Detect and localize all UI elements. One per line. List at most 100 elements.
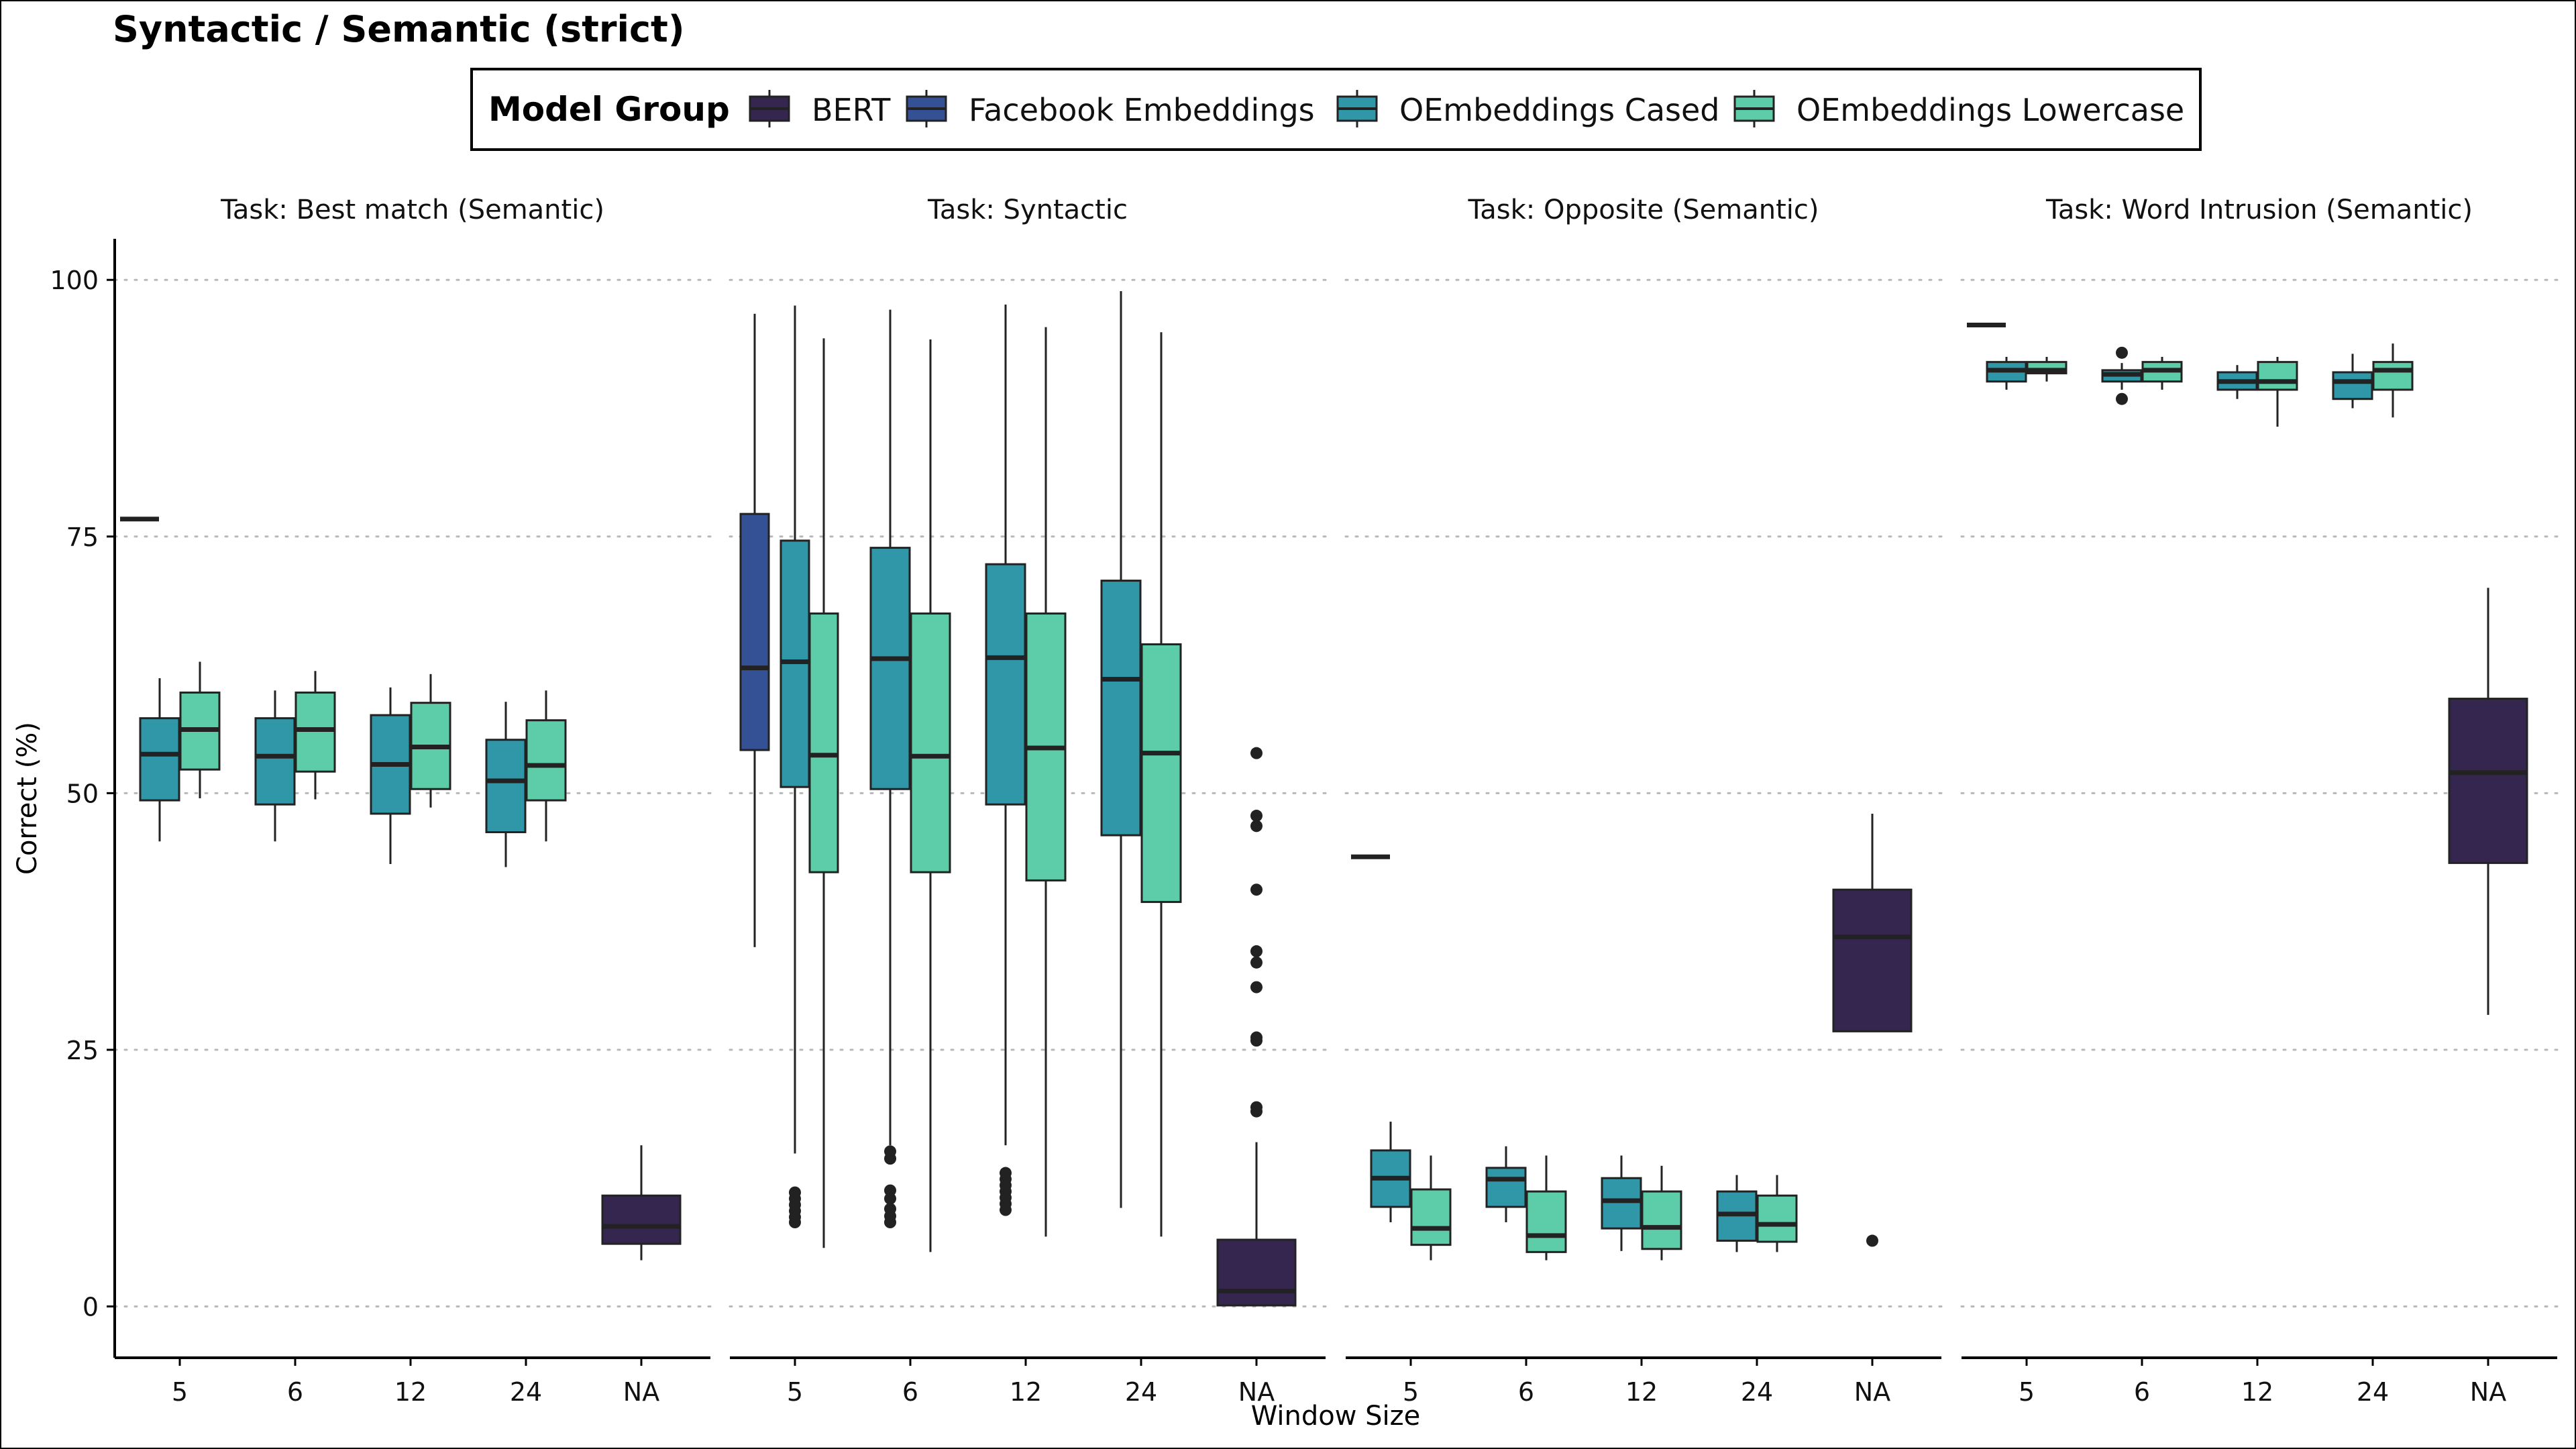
box-facebook-embeddings-5 <box>739 313 770 947</box>
box-oembeddings-lowercase-6 <box>2141 356 2183 390</box>
legend-entry-bert: BERT <box>749 90 891 128</box>
box-iqr <box>1601 1177 1642 1230</box>
legend: Model Group BERT Facebook Embeddings OEmbe… <box>470 68 2202 151</box>
outlier-point <box>884 1203 896 1216</box>
outlier-point <box>789 1186 801 1199</box>
panel-1: Task: Best match (Semantic) 0 25 50 75 100 5 6 1… <box>50 195 712 1407</box>
y-axis-label: Correct (%) <box>12 722 43 875</box>
legend-entry-oembeddings-cased: OEmbeddings Cased <box>1336 90 1719 128</box>
outlier-point <box>1250 956 1263 969</box>
box-iqr <box>1485 1167 1527 1208</box>
x-tick-label: 12 <box>1010 1377 1042 1407</box>
box-oembeddings-cased-6 <box>254 690 296 842</box>
box-oembeddings-lowercase-24 <box>1140 332 1182 1237</box>
box-oembeddings-lowercase-12 <box>1025 327 1067 1237</box>
legend-label: Facebook Embeddings <box>969 92 1315 128</box>
legend-entry-oembeddings-lowercase: OEmbeddings Lowercase <box>1733 90 2184 128</box>
box-oembeddings-cased-24 <box>485 702 527 867</box>
y-tick-label: 50 <box>66 779 99 808</box>
box-iqr <box>2372 361 2414 391</box>
box-bert-na <box>2448 588 2528 1015</box>
box-oembeddings-lowercase-12 <box>1641 1165 1682 1260</box>
x-tick-label: 24 <box>2357 1377 2389 1407</box>
chart-title: Syntactic / Semantic (strict) <box>113 8 685 50</box>
x-tick-label: 12 <box>2241 1377 2273 1407</box>
box-oembeddings-cased-5 <box>1986 356 2027 390</box>
x-tick-label: 6 <box>902 1377 918 1407</box>
box-oembeddings-cased-6 <box>869 309 911 1229</box>
box-oembeddings-cased-5 <box>139 678 180 842</box>
box-iqr <box>2332 371 2373 400</box>
box-iqr <box>1100 580 1142 837</box>
x-tick-label: NA <box>1238 1377 1275 1407</box>
box-oembeddings-lowercase-5 <box>808 338 839 1248</box>
outlier-point <box>884 1184 896 1197</box>
panel-3: Task: Opposite (Semantic) 5 6 12 24 NA <box>1344 195 1943 1407</box>
box-oembeddings-cased-12 <box>985 304 1026 1216</box>
outlier-point <box>1250 747 1263 759</box>
outlier-point <box>1250 820 1263 833</box>
box-iqr <box>1525 1190 1567 1253</box>
y-tick-label: 0 <box>83 1292 99 1322</box>
box-oembeddings-cased-5 <box>1370 1122 1411 1223</box>
box-iqr <box>485 739 527 833</box>
box-oembeddings-lowercase-24 <box>1756 1175 1798 1252</box>
outlier-point <box>1250 1031 1263 1044</box>
box-oembeddings-cased-12 <box>370 687 411 864</box>
x-tick-label: 24 <box>1125 1377 1157 1407</box>
x-tick-label: NA <box>623 1377 659 1407</box>
box-oembeddings-cased-6 <box>1485 1146 1527 1223</box>
box-iqr <box>2257 361 2298 391</box>
box-oembeddings-cased-6 <box>2101 346 2143 405</box>
box-iqr <box>1756 1194 1798 1243</box>
legend-label: BERT <box>812 92 891 128</box>
panel-title: Task: Syntactic <box>927 195 1128 225</box>
outlier-point <box>884 1145 896 1158</box>
x-tick-label: 5 <box>1403 1377 1419 1407</box>
box-oembeddings-lowercase-5 <box>2026 356 2068 382</box>
outlier-point <box>1250 981 1263 994</box>
x-tick-label: 5 <box>2019 1377 2035 1407</box>
box-iqr <box>808 612 839 873</box>
outlier-point <box>1250 945 1263 958</box>
box-iqr <box>2448 698 2528 864</box>
x-tick-label: NA <box>2470 1377 2506 1407</box>
box-oembeddings-lowercase-5 <box>1410 1155 1452 1260</box>
outlier-point <box>1250 810 1263 822</box>
box-oembeddings-cased-24 <box>1100 291 1142 1208</box>
x-tick-label: 24 <box>1741 1377 1773 1407</box>
x-tick-label: 6 <box>2134 1377 2150 1407</box>
y-tick-label: 75 <box>66 523 99 552</box>
x-tick-label: 24 <box>510 1377 542 1407</box>
legend-label: OEmbeddings Lowercase <box>1796 92 2184 128</box>
box-iqr <box>1832 888 1913 1032</box>
x-tick-label: 6 <box>287 1377 303 1407</box>
box-iqr <box>1140 643 1182 904</box>
outlier-point <box>1250 1101 1263 1114</box>
panel-2: Task: Syntactic 5 6 12 24 NA <box>729 195 1327 1407</box>
box-oembeddings-cased-24 <box>2332 354 2373 409</box>
box-oembeddings-lowercase-24 <box>525 690 567 842</box>
box-bert-na <box>1832 813 1913 1247</box>
box-iqr <box>1216 1238 1297 1307</box>
outlier-point <box>2116 392 2128 405</box>
legend-title: Model Group <box>488 90 730 129</box>
box-bert-na <box>601 1145 682 1260</box>
box-iqr <box>739 513 770 751</box>
box-iqr <box>1410 1188 1452 1246</box>
box-bert-na <box>1216 747 1297 1307</box>
panel-title: Task: Best match (Semantic) <box>220 195 604 225</box>
box-iqr <box>294 691 336 773</box>
box-oembeddings-lowercase-5 <box>179 661 221 798</box>
box-iqr <box>1641 1190 1682 1250</box>
box-iqr <box>525 719 567 802</box>
box-iqr <box>601 1194 682 1245</box>
box-iqr <box>869 547 911 790</box>
x-axis-label: Window Size <box>1251 1401 1421 1432</box>
outlier-point <box>1250 883 1263 896</box>
outlier-point <box>2116 346 2128 359</box>
panel-title: Task: Opposite (Semantic) <box>1467 195 1819 225</box>
box-oembeddings-cased-12 <box>2216 365 2258 399</box>
